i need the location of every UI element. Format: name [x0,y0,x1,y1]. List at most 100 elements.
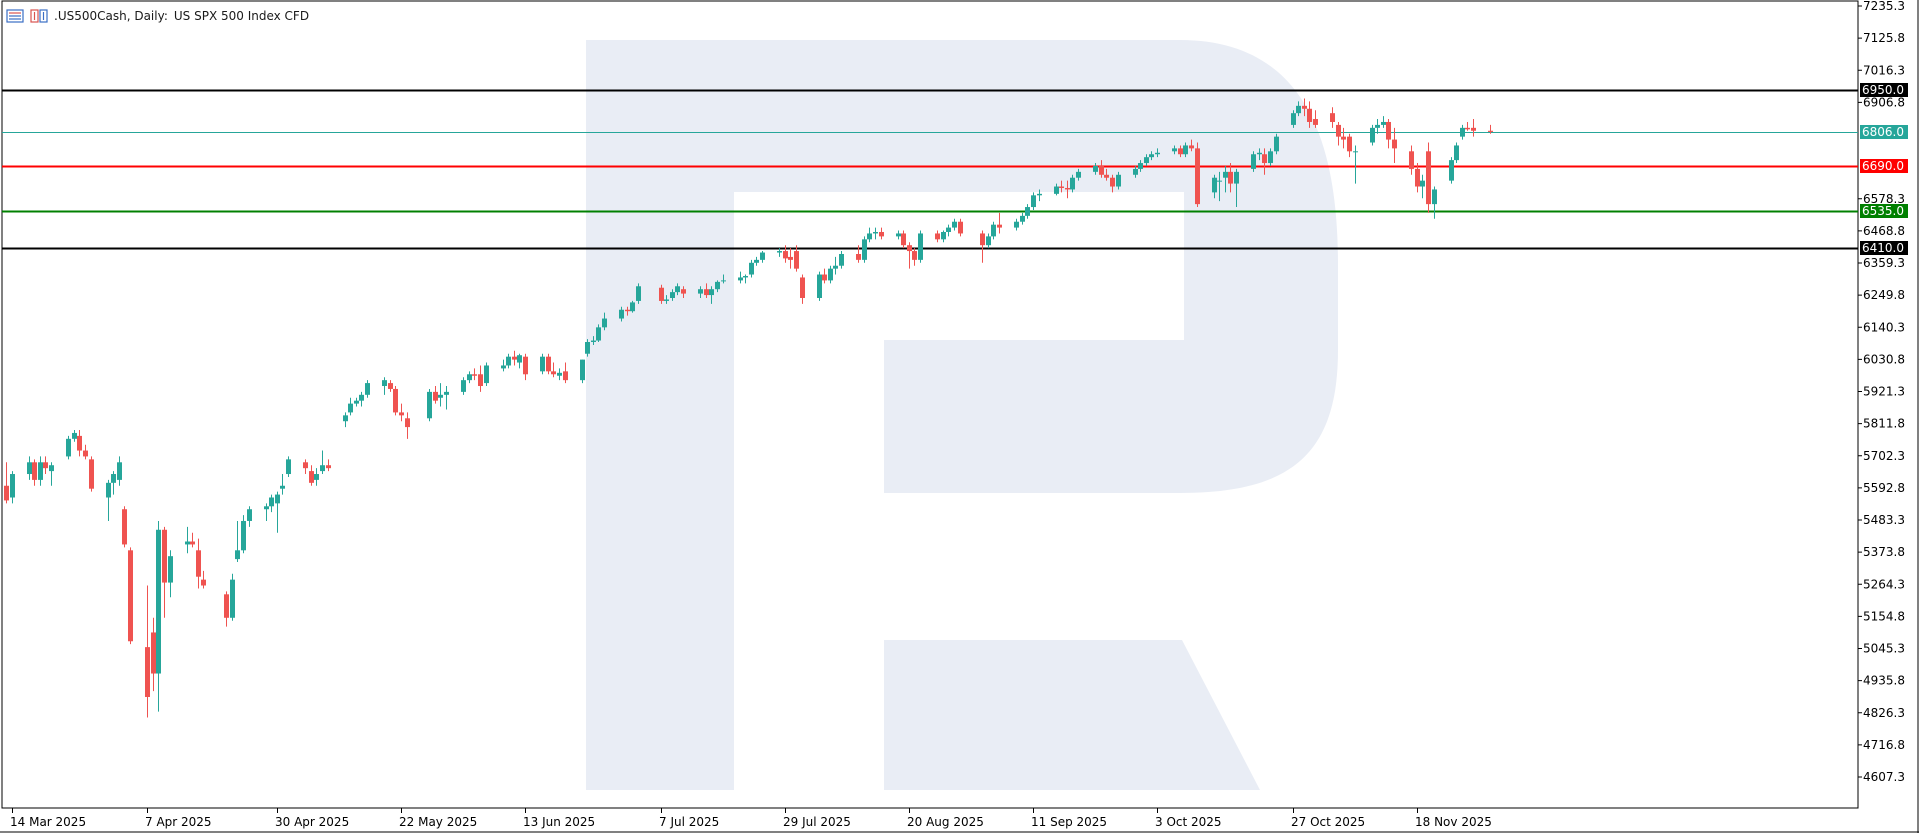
candle-body [1138,163,1143,169]
candle-body [111,474,116,483]
candle-body [879,231,884,237]
candle [83,444,88,460]
candle-body [49,465,54,472]
candle [1313,110,1318,128]
candle [1488,124,1493,134]
candle [817,271,822,301]
candle-body [156,529,161,674]
candle [991,221,996,240]
candle-body [1454,145,1459,161]
candle [1104,168,1109,181]
candle-body [1257,152,1262,155]
candle-body [1336,124,1341,137]
candle [512,350,517,366]
candle-body [66,438,71,457]
candle [77,430,82,457]
candle-body [145,647,150,697]
candle-body [1251,154,1256,169]
price-axis: 7235.3 7125.8 7016.3 6906.8 6578.3 6468.8 6359… [1858,0,1905,784]
candle-body [1465,127,1470,130]
candle [709,286,714,304]
candle [1262,148,1267,175]
candle [1454,142,1459,164]
horizontal-levels [2,89,1858,250]
time-tick-label: 18 Nov 2025 [1415,815,1492,829]
candle [1465,121,1470,131]
candle [788,248,793,269]
candle-body [664,299,669,301]
candle [1014,218,1019,231]
candle-body [1155,152,1160,155]
chart-list-icon[interactable] [6,9,24,23]
candle [196,538,201,589]
candle-body [760,252,765,260]
candle [1460,124,1465,140]
candle-body [721,280,726,282]
candle [1212,174,1217,199]
candle-body [1488,130,1493,132]
candle-body [1381,121,1386,125]
candle [269,494,274,513]
candle [185,526,190,554]
candle [348,397,353,416]
candle [862,236,867,263]
candle-body [896,233,901,237]
candle [1449,157,1454,184]
candle [664,295,669,304]
candle [1296,101,1301,117]
price-tick-label: 5592.8 [1863,481,1905,495]
candle-body [478,374,483,387]
candle-body [43,462,48,469]
price-tick-label: 5154.8 [1863,609,1905,623]
candle-body [151,632,156,674]
candle [1138,160,1143,172]
candle [190,532,195,548]
candle-body [997,224,1002,228]
candle-body [433,391,438,401]
level-tag-box [1860,125,1908,139]
time-axis: 14 Mar 2025 7 Apr 2025 30 Apr 2025 22 May 2… [10,808,1492,829]
candle [1251,151,1256,172]
candle [1426,142,1431,213]
candle-body [873,231,878,234]
level-tag-box [1860,204,1908,218]
candle [326,459,331,472]
candle [630,300,635,313]
candle-body [484,365,489,384]
price-tick-label: 4826.3 [1863,706,1905,720]
candle-body [557,372,562,376]
candle-body [1116,174,1121,187]
candle-body [501,365,506,369]
candle-body [596,327,601,341]
candle [1330,107,1335,128]
candle [501,359,506,372]
time-tick-label: 30 Apr 2025 [275,815,349,829]
candle [1031,192,1036,210]
candle [388,380,393,392]
candle [1149,151,1154,161]
candle [1110,174,1115,193]
candle-body [585,342,590,354]
candle [309,465,314,486]
candle-body [952,221,957,228]
candle [997,212,1002,234]
candle-body [822,274,827,281]
time-tick-label: 14 Mar 2025 [10,815,86,829]
candle-body [681,289,686,294]
candle [743,274,748,284]
candle-body [958,221,963,234]
candle-body [636,286,641,301]
candle [478,365,483,392]
candle-body [941,231,946,240]
symbol-description: US SPX 500 Index CFD [173,9,310,23]
indicator-window-icon[interactable] [30,9,48,23]
candle [168,550,173,598]
candle [675,283,680,296]
candle-body [1228,171,1233,184]
price-tick-label: 4935.8 [1863,674,1905,688]
candle [523,353,528,381]
candle [438,383,443,407]
price-tick-label: 7125.8 [1863,31,1905,45]
candle-body [185,541,190,545]
